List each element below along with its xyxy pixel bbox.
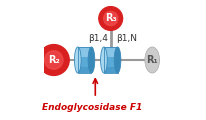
Bar bbox=[78, 47, 91, 57]
Circle shape bbox=[99, 7, 123, 30]
Bar bbox=[78, 47, 91, 73]
Text: Endoglycosidase F1: Endoglycosidase F1 bbox=[42, 103, 143, 112]
Bar bbox=[104, 47, 118, 73]
Text: R₂: R₂ bbox=[48, 55, 60, 65]
Circle shape bbox=[104, 11, 118, 26]
Ellipse shape bbox=[88, 47, 95, 73]
Text: β1,4: β1,4 bbox=[88, 34, 108, 43]
Bar bbox=[78, 66, 91, 73]
Bar bbox=[104, 47, 118, 73]
Text: R₃: R₃ bbox=[105, 13, 117, 24]
Circle shape bbox=[38, 45, 69, 75]
Ellipse shape bbox=[101, 47, 107, 73]
Bar bbox=[78, 47, 91, 73]
Text: R₁: R₁ bbox=[146, 55, 158, 65]
Bar bbox=[104, 66, 118, 73]
Bar bbox=[104, 47, 118, 57]
Circle shape bbox=[44, 51, 63, 69]
Ellipse shape bbox=[145, 47, 160, 73]
Ellipse shape bbox=[75, 47, 81, 73]
Ellipse shape bbox=[114, 47, 121, 73]
Text: β1,N: β1,N bbox=[116, 34, 137, 43]
